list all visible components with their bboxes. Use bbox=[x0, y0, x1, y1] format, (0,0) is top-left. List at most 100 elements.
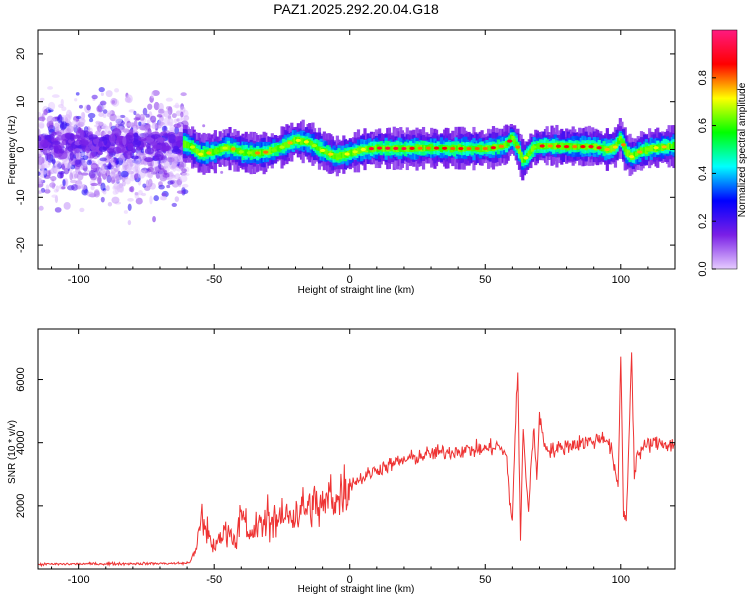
spectrogram-core-blob bbox=[78, 139, 89, 147]
spectrogram-noise-blob bbox=[61, 186, 66, 190]
spectrogram-ridge-cell bbox=[478, 144, 483, 153]
spectrogram-noise-blob bbox=[52, 164, 58, 173]
spectrogram-ridge-cell bbox=[644, 146, 648, 155]
spectrogram-noise-blob bbox=[51, 94, 60, 98]
spectrogram-noise-blob bbox=[71, 184, 79, 191]
spectrogram-ridge-cell bbox=[423, 145, 427, 152]
spectrogram-noise-blob bbox=[141, 192, 147, 197]
spectrogram-noise-blob bbox=[106, 112, 111, 117]
spectrogram-ridge-cell bbox=[578, 144, 582, 149]
spectrogram-ytick-label: 20 bbox=[15, 48, 27, 60]
spectrogram-noise-blob bbox=[90, 185, 95, 191]
spectrogram-noise-blob bbox=[158, 169, 164, 177]
spectrogram-noise-blob bbox=[120, 170, 129, 178]
spectrogram-noise-blob bbox=[87, 112, 96, 119]
spectrogram-ridge-cell bbox=[446, 145, 450, 151]
spectrogram-ridge-cell bbox=[522, 157, 526, 163]
spectrogram-peak bbox=[507, 139, 513, 143]
spectrogram-noise-blob bbox=[127, 197, 134, 202]
spectrogram-noise-blob bbox=[38, 157, 43, 163]
spectrogram-ytick-label: -20 bbox=[15, 237, 27, 253]
spectrogram-noise-blob bbox=[63, 168, 70, 175]
snr-ytick-label: 6000 bbox=[15, 367, 27, 391]
spectrogram-noise-blob bbox=[158, 108, 165, 114]
spectrogram-peak bbox=[490, 146, 496, 150]
spectrogram-ridge-cell bbox=[657, 145, 661, 151]
spectrogram-noise-blob bbox=[59, 122, 67, 131]
spectrogram-noise-blob bbox=[79, 152, 87, 157]
spectrogram-peak bbox=[450, 146, 456, 151]
spectrogram-noise-blob bbox=[38, 177, 44, 185]
spectrogram-noise-blob bbox=[48, 101, 56, 111]
spectrogram-ridge-cell bbox=[649, 144, 653, 152]
spectrogram-noise-blob bbox=[106, 175, 112, 183]
spectrogram-ridge-cell bbox=[651, 144, 655, 152]
spectrogram-ridge-cell bbox=[594, 143, 598, 151]
spectrogram-ridge-cell bbox=[529, 148, 533, 155]
spectrogram-peak bbox=[295, 138, 301, 143]
spectrogram-core-blob bbox=[51, 131, 57, 136]
snr-xtick-label: -100 bbox=[68, 574, 90, 586]
spectrogram-noise-blob bbox=[64, 114, 71, 123]
spectrogram-core-blob bbox=[108, 133, 116, 143]
spectrogram-ridge-cell bbox=[439, 144, 444, 152]
spectrogram-ridge-cell bbox=[332, 152, 336, 160]
colorbar: 0.0 0.2 0.4 0.6 0.8 Normalized spectral ampl… bbox=[697, 29, 748, 277]
spectrogram-ridge-cell bbox=[517, 149, 522, 154]
spectrogram-noise-blob bbox=[149, 195, 153, 205]
spectrogram-peak bbox=[433, 146, 440, 150]
spectrogram-ridge-cell bbox=[626, 150, 631, 158]
spectrogram-noise-blob bbox=[111, 196, 120, 204]
spectrogram-peak bbox=[336, 154, 342, 158]
spectrogram-peak bbox=[474, 146, 480, 151]
spectrogram-noise-blob bbox=[180, 92, 187, 97]
spectrogram-peak bbox=[563, 145, 570, 149]
spectrogram-core-blob bbox=[147, 128, 152, 138]
spectrogram-noise-blob bbox=[62, 179, 66, 187]
spectrogram-noise-blob bbox=[128, 109, 136, 113]
spectrogram-ridge-cell bbox=[665, 144, 670, 150]
spectrogram-noise-blob bbox=[150, 115, 157, 123]
spectrogram-ridge-cell bbox=[381, 145, 385, 152]
spectrogram-peak bbox=[352, 150, 358, 154]
spectrogram-noise-blob bbox=[79, 207, 85, 213]
spectrogram-core-blob bbox=[125, 134, 133, 144]
spectrogram-noise-blob bbox=[129, 162, 134, 167]
spectrogram-peak bbox=[441, 146, 448, 150]
spectrogram-core-blob bbox=[173, 123, 182, 129]
spectrogram-ridge-cell bbox=[309, 140, 313, 146]
spectrogram-ridge-cell bbox=[610, 145, 614, 152]
spectrogram-peak bbox=[531, 145, 537, 149]
spectrogram-noise-blob bbox=[75, 92, 80, 96]
spectrogram-noise-blob bbox=[78, 104, 83, 109]
spectrogram-noise-blob bbox=[57, 114, 63, 124]
spectrogram-ridge-cell bbox=[659, 144, 663, 150]
spectrogram-noise-blob bbox=[126, 122, 133, 127]
spectrogram-ridge-cell bbox=[348, 149, 352, 156]
spectrogram-ridge-cell bbox=[592, 144, 596, 150]
spectrogram-ridge-cell bbox=[269, 146, 273, 155]
spectrogram-core-blob bbox=[88, 134, 98, 140]
spectrogram-ridge-cell bbox=[431, 145, 435, 152]
spectrogram-ridge-cell bbox=[192, 144, 196, 153]
spectrogram-ridge-cell bbox=[316, 146, 320, 151]
spectrogram-core-blob bbox=[146, 143, 151, 149]
spectrogram-ridge-cell bbox=[514, 141, 518, 147]
spectrogram-peak bbox=[458, 146, 464, 151]
spectrogram-ridge-cell bbox=[552, 143, 556, 149]
chart-title: PAZ1.2025.292.20.04.G18 bbox=[273, 1, 439, 17]
spectrogram-xtick-label: 0 bbox=[347, 274, 353, 286]
spectrogram-ridge-cell bbox=[252, 149, 257, 157]
snr-ylabel: SNR (10 * v/v) bbox=[7, 420, 18, 484]
spectrogram-noise-blob bbox=[147, 166, 155, 173]
spectrogram-ridge-cell bbox=[340, 152, 344, 158]
spectrogram-noise-blob bbox=[148, 178, 153, 188]
spectrogram-core-blob bbox=[138, 136, 147, 142]
spectrogram-core-blob bbox=[127, 142, 134, 151]
spectrogram-noise-blob bbox=[146, 119, 151, 124]
spectrogram-ridge-cell bbox=[495, 145, 499, 150]
spectrogram-core-blob bbox=[154, 151, 164, 161]
snr-xtick-label: 0 bbox=[347, 574, 353, 586]
spectrogram-peak bbox=[572, 145, 578, 149]
